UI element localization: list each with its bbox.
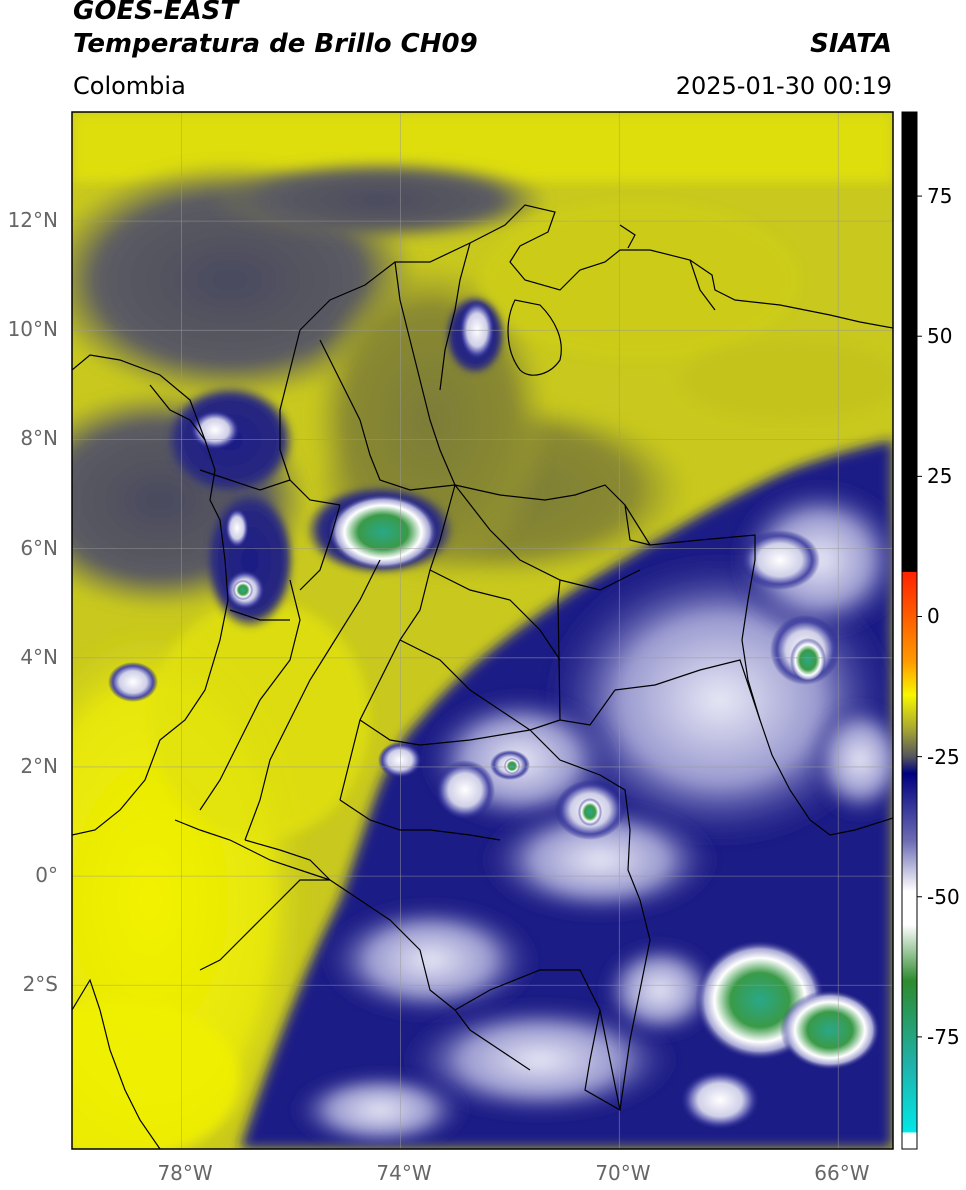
colorbar (901, 111, 922, 1150)
map-frame (71, 111, 894, 1150)
lon-tick-label: 74°W (376, 1161, 432, 1185)
lat-tick-label: 2°S (22, 972, 58, 997)
lat-tick-label: 6°N (20, 535, 58, 560)
map-background (72, 112, 893, 1149)
lat-tick-label: 10°N (7, 317, 58, 342)
lat-tick-label: 8°N (20, 426, 58, 451)
colorbar-ticks (917, 195, 922, 1038)
colorbar-tick-label: -75 (927, 1024, 960, 1049)
subtitle-region: Colombia (73, 72, 186, 100)
colorbar-scale (901, 111, 918, 1150)
title-satellite: GOES-EAST (73, 0, 239, 26)
political-borders (72, 204, 893, 1149)
lat-tick-label: 2°N (20, 753, 58, 778)
colorbar-tick-label: -50 (927, 884, 960, 909)
title-agency: SIATA (810, 29, 892, 59)
lat-tick-label: 0° (35, 863, 58, 888)
colorbar-tick-label: 75 (927, 184, 953, 209)
title-product: Temperatura de Brillo CH09 (73, 29, 478, 59)
lon-tick-label: 66°W (814, 1161, 870, 1185)
lon-tick-label: 70°W (595, 1161, 651, 1185)
graticule (72, 112, 893, 1149)
colorbar-tick-label: 0 (927, 604, 940, 629)
colorbar-tick-label: 25 (927, 464, 953, 489)
subtitle-timestamp: 2025-01-30 00:19 (675, 72, 892, 100)
colorbar-tick-label: -25 (927, 744, 960, 769)
lat-tick-label: 4°N (20, 644, 58, 669)
colorbar-tick-label: 50 (927, 324, 953, 349)
lon-tick-label: 78°W (157, 1161, 213, 1185)
lat-tick-label: 12°N (7, 208, 58, 233)
